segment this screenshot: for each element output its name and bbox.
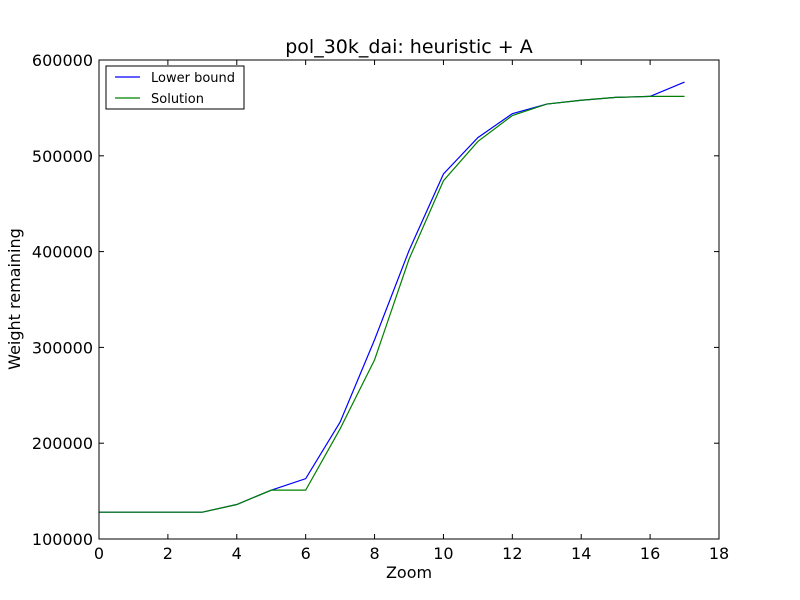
plot-frame	[98, 59, 720, 540]
series-line-solution	[99, 95, 685, 513]
x-tick-label: 0	[94, 544, 104, 563]
y-tick-label: 500000	[32, 147, 93, 166]
chart-title: pol_30k_dai: heuristic + A	[285, 36, 533, 58]
legend-box	[105, 65, 245, 110]
x-tick-label: 14	[571, 544, 591, 563]
x-tick-label: 8	[369, 544, 379, 563]
x-tick-label: 18	[709, 544, 729, 563]
x-tick-label: 12	[502, 544, 522, 563]
x-tick-label: 6	[301, 544, 311, 563]
y-tick-label: 100000	[32, 530, 93, 549]
y-tick-label: 400000	[32, 243, 93, 262]
legend-label: Lower bound	[151, 71, 235, 86]
x-tick-label: 4	[232, 544, 242, 563]
x-tick-label: 2	[163, 544, 173, 563]
x-tick-label: 16	[640, 544, 660, 563]
y-tick-label: 600000	[32, 51, 93, 70]
y-tick-label: 300000	[32, 338, 93, 357]
x-axis-label: Zoom	[386, 563, 432, 582]
y-tick-label: 200000	[32, 434, 93, 453]
x-tick-label: 10	[433, 544, 453, 563]
legend-label: Solution	[151, 92, 204, 107]
y-axis-label: Weight remaining	[5, 228, 24, 370]
